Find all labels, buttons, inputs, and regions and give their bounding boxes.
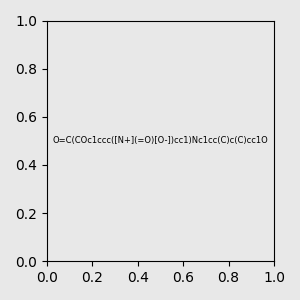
Text: O=C(COc1ccc([N+](=O)[O-])cc1)Nc1cc(C)c(C)cc1O: O=C(COc1ccc([N+](=O)[O-])cc1)Nc1cc(C)c(C…	[52, 136, 268, 146]
